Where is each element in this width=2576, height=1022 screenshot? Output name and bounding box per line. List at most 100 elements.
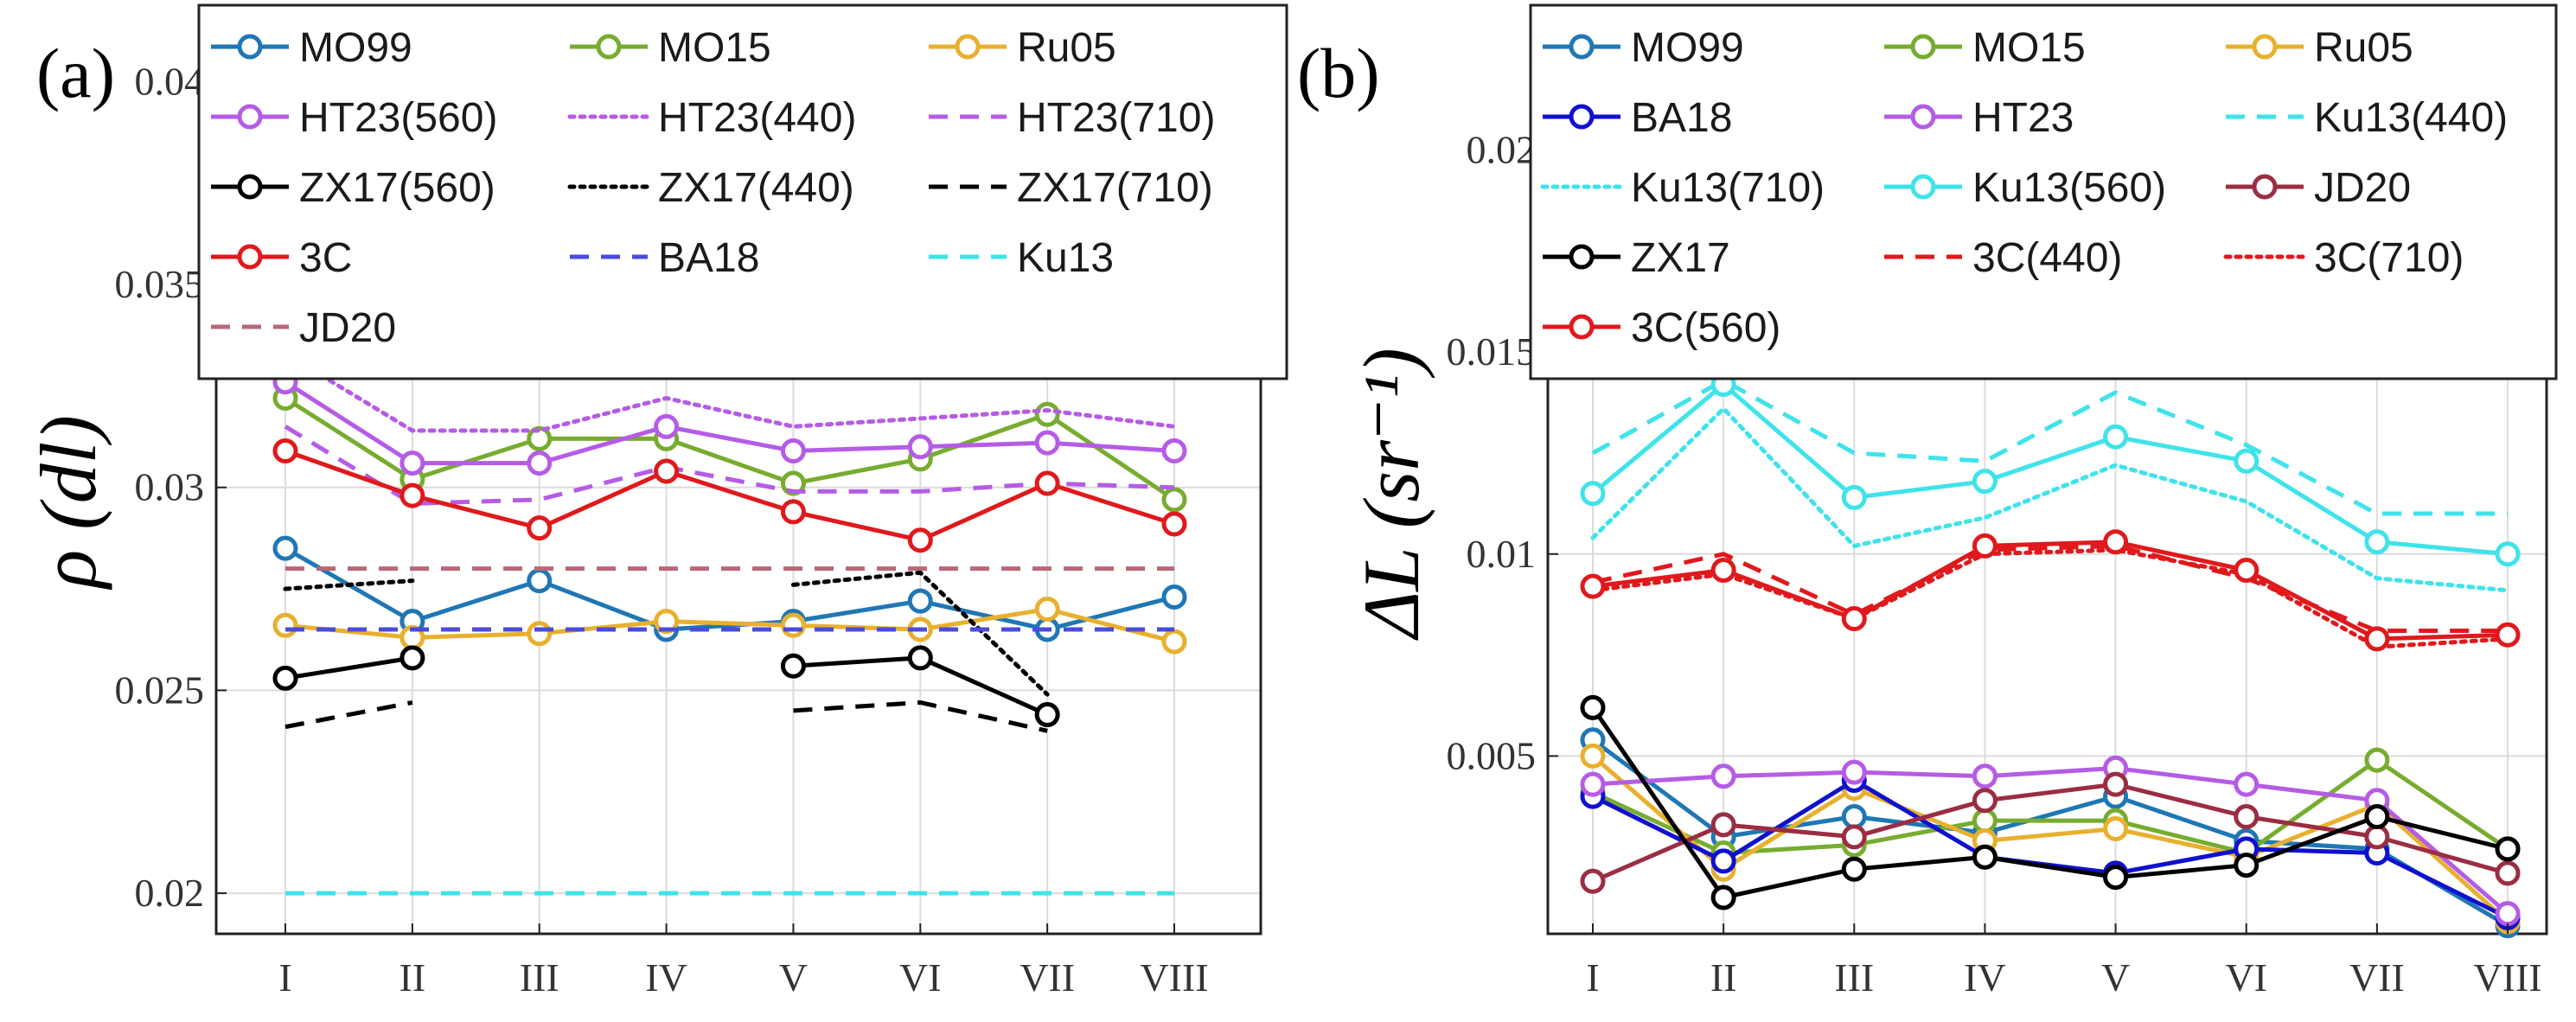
panel-b-series-ht23-point-7 [2495, 901, 2521, 927]
panel-b-series-mo15-point-6 [2364, 747, 2390, 773]
panel-a-series-3c-point-4 [780, 499, 806, 525]
panel-b-series-3c-560-point-3 [1972, 533, 1998, 559]
panel-a-legend-mo99: MO99 [211, 25, 412, 71]
panel-b-series-zx17-point-1 [1710, 885, 1736, 910]
panel-b-series-3c-560-point-4 [2103, 529, 2129, 555]
panel-a-y-tick-label-4: 0.04 [135, 59, 205, 103]
panel-b-series-ru05-point-0 [1580, 743, 1606, 769]
panel-a-series-3c-point-7 [1161, 511, 1187, 537]
panel-b-series-ku13-440 [1591, 378, 2508, 516]
panel-a-series-zx17-560 [272, 645, 1060, 728]
panel-b-legend-ku13-560: Ku13(560) [1884, 165, 2166, 211]
panel-b-series-3c-710 [1590, 547, 2510, 649]
panel-a-legend-ku13-label: Ku13 [1017, 235, 1114, 281]
panel-a-series-mo99-point-0 [272, 535, 298, 561]
panel-a-legend-ru05-swatch-marker [955, 34, 981, 60]
panel-a-legend-3c-label: 3C [299, 235, 352, 281]
panel-b-legend-ku13-560-swatch-marker [1910, 174, 1936, 200]
panel-a-series-ru05-point-4 [780, 612, 806, 638]
panel-a-series-ht23-560-line-0 [284, 380, 1175, 466]
panel-b-series-jd20-point-2 [1841, 824, 1867, 850]
panel-a-x-ticks: I II III IV V VI VII VIII [278, 923, 1209, 1000]
panel-b-series-jd20-point-7 [2495, 860, 2521, 886]
panel-b-series-zx17-point-3 [1972, 844, 1998, 870]
panel-a-series-zx17-440-line-1 [790, 570, 1050, 697]
panel-a-series-mo15-point-7 [1161, 487, 1187, 513]
panel-b-series-jd20 [1580, 771, 2521, 894]
panel-b-legend-jd20: JD20 [2226, 165, 2411, 211]
panel-b-series-ku13-560-point-4 [2103, 424, 2129, 450]
panel-a-series-zx17-560-point-4 [780, 653, 806, 679]
panel-a-legend-ht23-710: HT23(710) [929, 95, 1215, 141]
panel-b-series-3c-560-point-6 [2364, 626, 2390, 652]
panel-b-legend-mo15-swatch-marker [1910, 34, 1936, 60]
panel-b-legend-ba18-label: BA18 [1631, 95, 1732, 141]
panel-b-legend-3c-440: 3C(440) [1884, 235, 2122, 281]
panel-a-series-zx17-560-point-5 [907, 645, 933, 671]
panel-b-y-axis-label: ΔL (sr⁻¹) [1347, 348, 1435, 642]
panel-b-legend-zx17-swatch-marker [1569, 244, 1595, 270]
panel-a-y-tick-label-0: 0.02 [135, 871, 205, 915]
panel-b-series-jd20-point-6 [2364, 824, 2390, 850]
panel-b-legend-mo15-label: MO15 [1972, 25, 2086, 71]
panel-b-series-zx17-line-0 [1590, 706, 2509, 900]
panel-b-legend-ku13-560-label: Ku13(560) [1972, 165, 2166, 211]
panel-b-legend-jd20-label: JD20 [2314, 165, 2411, 211]
panel-a-legend-mo99-label: MO99 [299, 25, 412, 71]
panel-b-series-ht23-point-1 [1710, 763, 1736, 789]
panel-a-series-ru05-point-3 [654, 609, 680, 635]
panel-b-legend-ru05-label: Ru05 [2314, 25, 2413, 71]
panel-a-series-ru05-point-6 [1034, 597, 1060, 623]
panel-b-legend: MO99 MO15 Ru05 BA18 HT23 Ku13(440) Ku13(710) Ku… [1529, 3, 2558, 380]
panel-a-y-axis-label: ρ (dl) [24, 415, 112, 591]
panel-a-x-tick-label-vii: VII [1020, 955, 1075, 1000]
panel-a-x-tick-label-iii: III [520, 955, 559, 1000]
panel-b-legend-3c-560-label: 3C(560) [1631, 305, 1780, 351]
panel-a-legend-jd20: JD20 [211, 305, 396, 351]
panel-b-series-zx17-point-6 [2364, 803, 2390, 829]
panel-b-y-ticks: 0.005 0.01 0.015 0.02 [1447, 128, 1558, 777]
panel-b-legend-ku13-440-label: Ku13(440) [2314, 95, 2508, 141]
panel-b-legend-3c-710: 3C(710) [2223, 235, 2464, 281]
panel-a-legend-zx17-710: ZX17(710) [929, 165, 1213, 211]
panel-a-x-tick-label-viii: VIII [1140, 955, 1208, 1000]
panel-b-x-tick-label-i: I [1586, 955, 1599, 1000]
panel-a-series-ht23-560-point-1 [400, 450, 425, 476]
panel-a-legend-ba18-label: BA18 [658, 235, 759, 281]
panel-b-y-tick-label-2: 0.015 [1447, 329, 1537, 374]
panel-b-series-ru05-point-4 [2103, 816, 2129, 842]
panel-b-label: (b) [1297, 34, 1380, 112]
panel-b-x-ticks: I II III IV V VI VII VIII [1586, 923, 2542, 1000]
panel-a-legend-ku13: Ku13 [929, 235, 1114, 281]
panel-a-series-zx17-440 [283, 570, 1050, 697]
panel-b-legend-box [1529, 3, 2558, 380]
panel-a-legend-mo15-swatch-marker [596, 34, 622, 60]
panel-a-legend-ht23-560-label: HT23(560) [299, 95, 497, 141]
panel-b-x-tick-label-vii: VII [2349, 955, 2405, 1000]
panel-a-series-ht23-560-point-2 [527, 450, 553, 476]
panel-b-series-3c-710-line-0 [1590, 547, 2510, 649]
panel-b-series-jd20-line-0 [1592, 782, 2509, 884]
panel-a-legend-mo15-label: MO15 [658, 25, 771, 71]
panel-b-series-ru05-line-0 [1591, 754, 2509, 923]
panel-a-series-mo15-point-6 [1034, 401, 1060, 427]
panel-a-series-3c-point-6 [1034, 470, 1060, 496]
panel-a-series [272, 351, 1187, 896]
panel-a-legend-ru05: Ru05 [929, 25, 1116, 71]
panel-b-legend-zx17: ZX17 [1543, 235, 1730, 281]
panel-b-series-3c-560 [1580, 529, 2521, 652]
panel-a-series-ht23-440-line-0 [283, 351, 1177, 433]
panel-a-legend-jd20-label: JD20 [299, 305, 396, 351]
panel-b-series-mo15-point-3 [1972, 808, 1998, 834]
panel-b-x-tick-label-v: V [2101, 955, 2130, 1000]
panel-b-series-zx17-point-4 [2103, 865, 2129, 891]
panel-a-series-ht23-560-point-6 [1034, 430, 1060, 456]
panel-b-series-3c-440-line-0 [1592, 543, 2508, 634]
panel-a-series-mo15-line-0 [284, 396, 1176, 501]
panel-b-series [1580, 372, 2521, 939]
panel-a-series-3c-point-1 [400, 482, 425, 508]
panel-b-series-3c-560-point-7 [2495, 622, 2521, 648]
panel-b-legend-ku13-710: Ku13(710) [1540, 165, 1825, 211]
